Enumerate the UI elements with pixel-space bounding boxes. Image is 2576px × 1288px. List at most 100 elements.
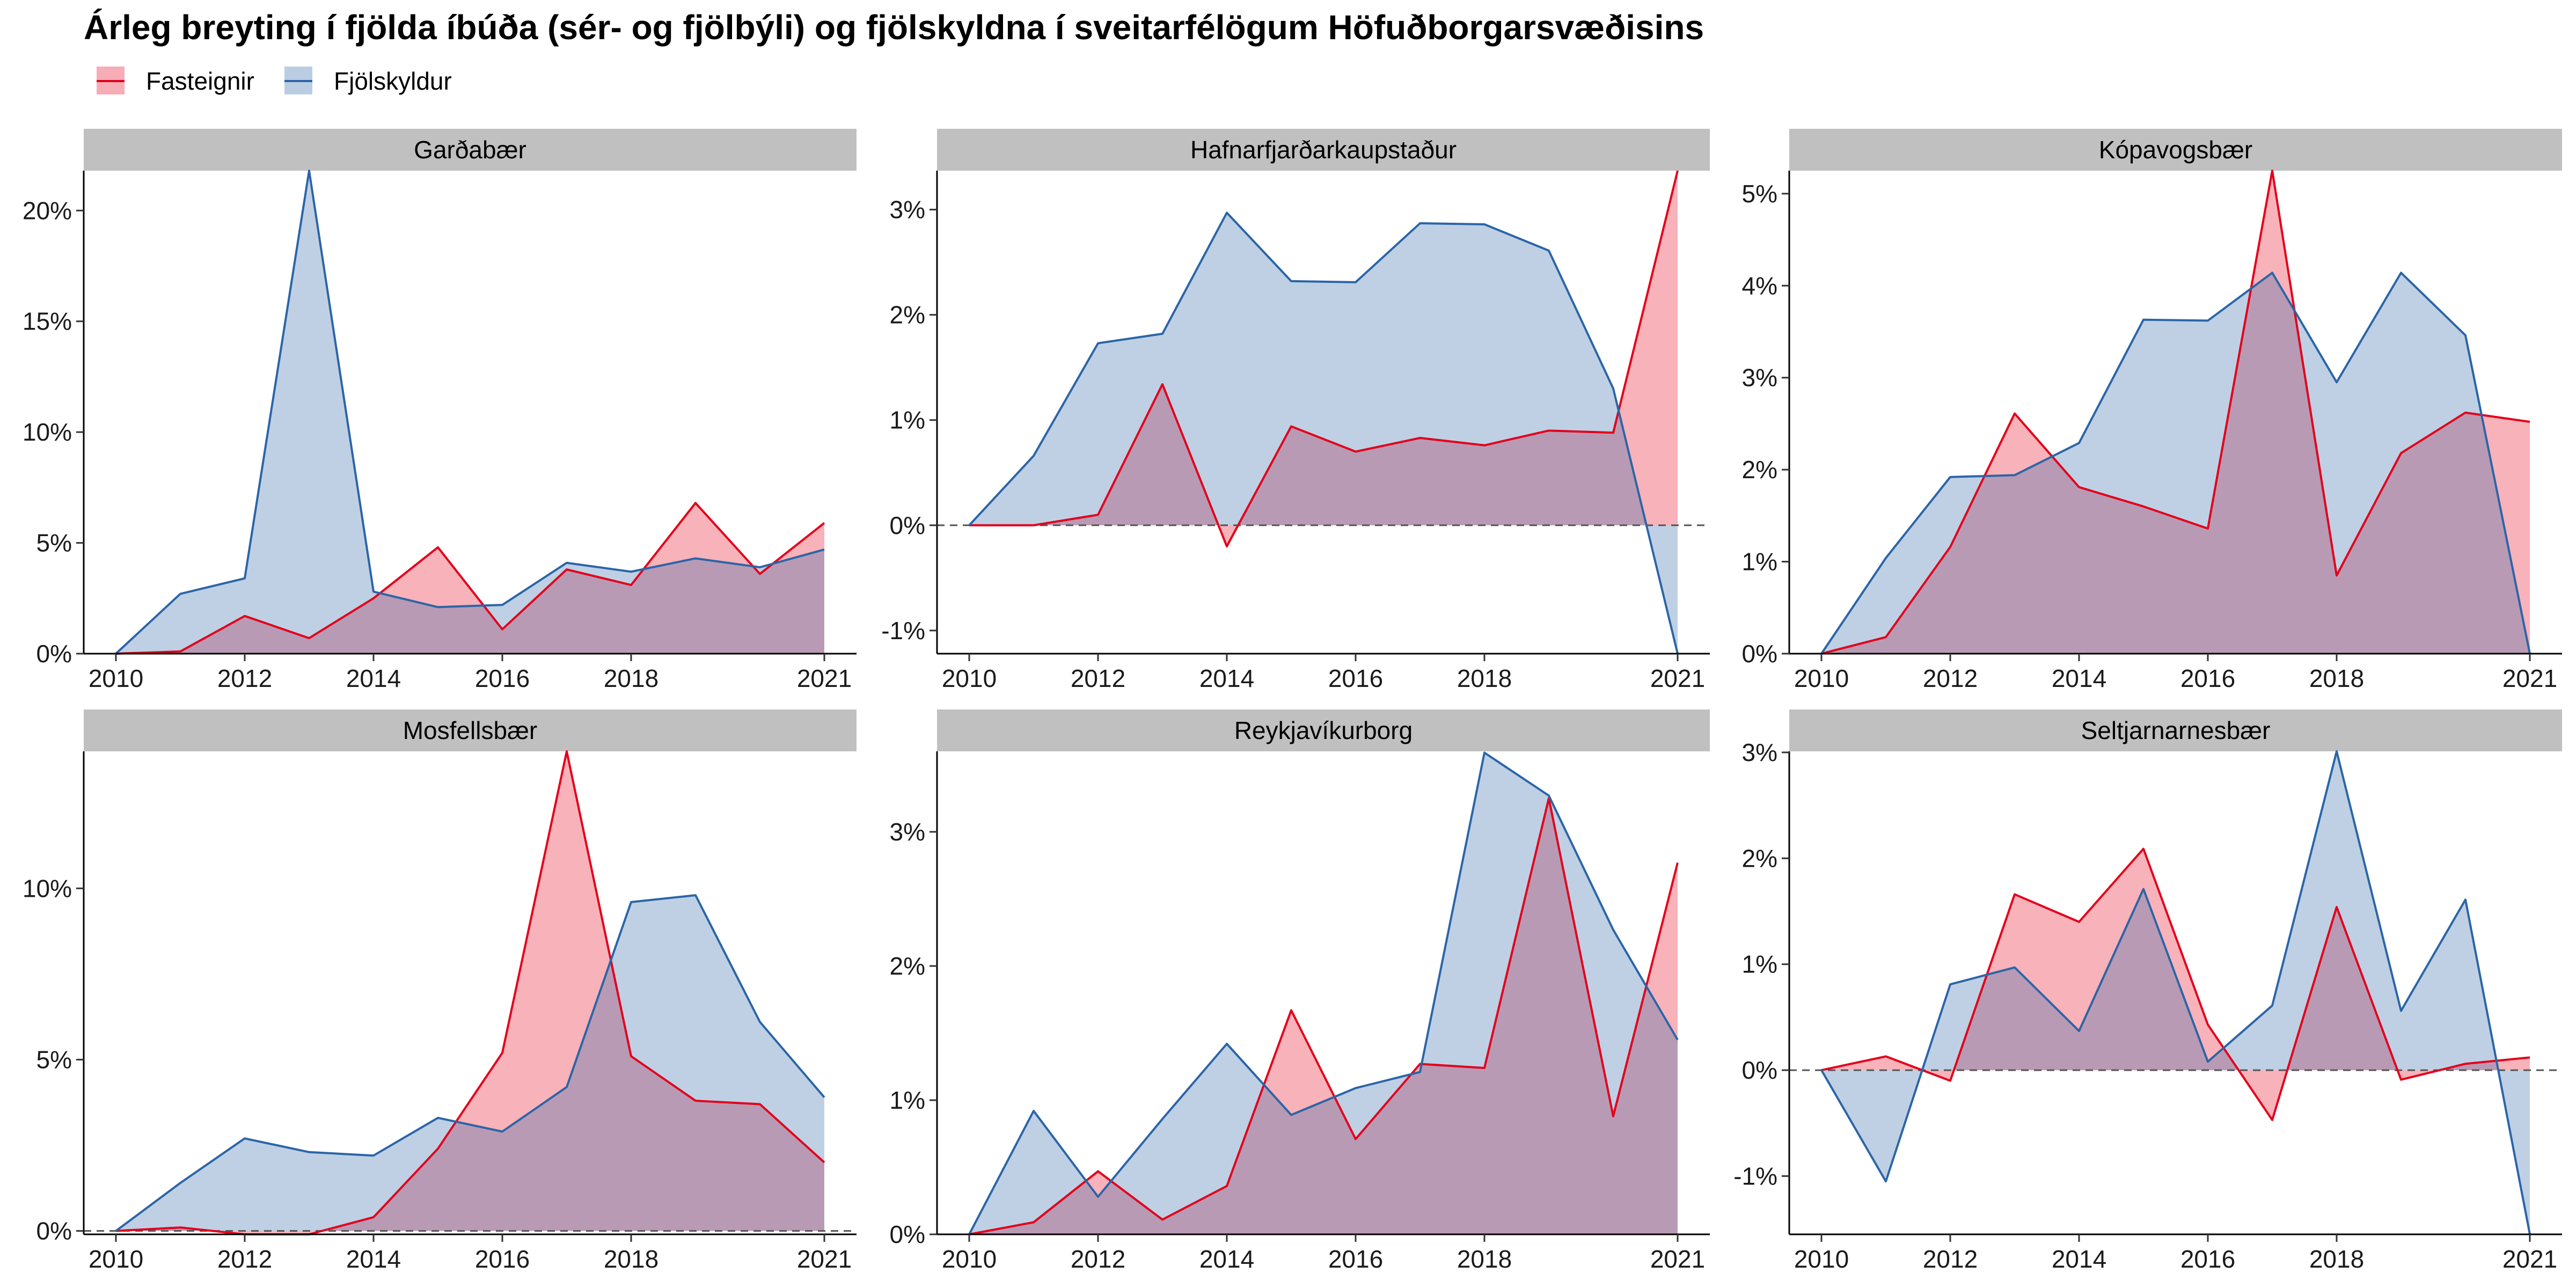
x-tick-label: 2014 xyxy=(2052,664,2106,692)
x-tick-label: 2010 xyxy=(942,1245,997,1273)
facet-strip: Kópavogsbær xyxy=(1789,129,2562,171)
x-tick-label: 2021 xyxy=(1650,664,1705,692)
fasteignir-area xyxy=(1821,848,2530,1120)
panel-gar-ab-r: Garðabær 0% 5% 10% 15% 20% 2010 2012 2014 2016 201… xyxy=(23,129,857,692)
y-tick-label: 1% xyxy=(1742,548,1777,576)
y-tick-label: 1% xyxy=(1742,950,1777,978)
fasteignir-area xyxy=(116,503,824,654)
x-tick-label: 2010 xyxy=(1794,1245,1849,1273)
y-tick-label: 0% xyxy=(1742,1056,1777,1084)
x-tick-label: 2014 xyxy=(346,664,401,692)
x-tick-label: 2010 xyxy=(89,664,143,692)
facet-strip: Mosfellsbær xyxy=(84,709,857,751)
y-tick-label: 3% xyxy=(1742,364,1777,392)
y-tick-label: 10% xyxy=(23,874,72,902)
y-tick-label: 4% xyxy=(1742,272,1777,299)
x-tick-label: 2021 xyxy=(797,664,852,692)
y-tick-label: 0% xyxy=(36,640,72,668)
x-tick-label: 2010 xyxy=(942,664,997,692)
x-tick-label: 2018 xyxy=(2309,1245,2364,1273)
facet-strip: Seltjarnarnesbær xyxy=(1789,709,2562,751)
y-tick-label: 2% xyxy=(1742,844,1777,872)
y-tick-label: 2% xyxy=(890,301,925,329)
facet-strip: Reykjavíkurborg xyxy=(937,709,1710,751)
fasteignir-area xyxy=(969,798,1678,1234)
fasteignir-line xyxy=(1821,170,2530,655)
y-tick-label: 0% xyxy=(36,1217,72,1245)
y-tick-label: 20% xyxy=(23,196,72,224)
x-tick-label: 2010 xyxy=(89,1245,143,1273)
legend-label-fasteignir: Fasteignir xyxy=(146,67,254,95)
x-tick-label: 2018 xyxy=(1457,664,1512,692)
x-tick-label: 2010 xyxy=(1794,664,1849,692)
fasteignir-line xyxy=(115,750,825,1235)
x-tick-label: 2012 xyxy=(1923,664,1978,692)
panel-ko-pavogsb-r: Kópavogsbær 0% 1% 2% 3% 4% 5% 2010 2012 2014 2016 2… xyxy=(1742,129,2562,692)
x-tick-label: 2012 xyxy=(217,1245,272,1273)
y-tick-label: 3% xyxy=(1742,738,1777,766)
x-tick-label: 2021 xyxy=(2502,1245,2557,1273)
panel-mosfellsb-r: Mosfellsbær 0% 5% 10% 2010 2012 2014 2016 2018 20… xyxy=(23,709,857,1273)
panel-seltjarnarnesb-r: Seltjarnarnesbær -1% 0% 1% 2% 3% 2010 2012 2014 2… xyxy=(1733,709,2562,1273)
fasteignir-line xyxy=(969,170,1679,547)
y-tick-label: 3% xyxy=(890,196,925,224)
x-tick-label: 2012 xyxy=(1923,1245,1978,1273)
x-tick-label: 2012 xyxy=(217,664,272,692)
fasteignir-line xyxy=(115,502,825,655)
x-tick-label: 2018 xyxy=(604,1245,658,1273)
fjolskyldur-area xyxy=(116,171,824,654)
y-tick-label: 0% xyxy=(890,511,925,539)
x-tick-label: 2018 xyxy=(2309,664,2364,692)
fasteignir-area xyxy=(969,171,1678,546)
x-tick-label: 2021 xyxy=(1650,1245,1705,1273)
x-tick-label: 2016 xyxy=(2180,1245,2235,1273)
fjolskyldur-line xyxy=(115,894,825,1232)
fjolskyldur-line xyxy=(968,211,1679,654)
x-tick-label: 2014 xyxy=(1199,664,1254,692)
panel-hafnarfjar-arkaupsta-ur: Hafnarfjarðarkaupstaður -1% 0% 1% 2% 3% 2010 20… xyxy=(881,129,1710,692)
fjolskyldur-area xyxy=(969,752,1678,1234)
chart-title: Árleg breyting í fjölda íbúða (sér- og f… xyxy=(84,8,1704,47)
fasteignir-line xyxy=(969,797,1679,1235)
legend-key-fasteignir xyxy=(97,67,125,94)
facet-strip: Hafnarfjarðarkaupstaður xyxy=(937,129,1710,171)
x-tick-label: 2014 xyxy=(1199,1245,1254,1273)
plot-area: 0% 5% 10% 15% 20% 2010 2012 2014 2016 2018 2021 xyxy=(23,170,857,692)
plot-area: -1% 0% 1% 2% 3% 2010 2012 2014 2016 2018 2021 xyxy=(881,170,1710,692)
x-tick-label: 2016 xyxy=(475,1245,530,1273)
x-tick-label: 2014 xyxy=(346,1245,401,1273)
y-tick-label: -1% xyxy=(1733,1162,1777,1190)
x-tick-label: 2016 xyxy=(475,664,530,692)
y-tick-label: 3% xyxy=(890,818,925,846)
y-tick-label: 10% xyxy=(23,418,72,446)
y-tick-label: 5% xyxy=(36,529,72,557)
plot-area: 0% 1% 2% 3% 4% 5% 2010 2012 2014 2016 2018 2021 xyxy=(1742,170,2562,692)
fjolskyldur-area xyxy=(1821,751,2530,1234)
y-tick-label: 5% xyxy=(1742,180,1777,208)
fasteignir-area xyxy=(1821,171,2530,654)
fjolskyldur-line xyxy=(968,751,1679,1235)
fjolskyldur-line xyxy=(1820,272,2531,655)
y-tick-label: 1% xyxy=(890,406,925,434)
y-tick-label: 0% xyxy=(1742,640,1777,668)
x-tick-label: 2016 xyxy=(2180,664,2235,692)
y-tick-label: -1% xyxy=(881,617,925,645)
x-tick-label: 2018 xyxy=(604,664,658,692)
plot-area: -1% 0% 1% 2% 3% 2010 2012 2014 2016 2018 2021 xyxy=(1733,738,2562,1273)
x-tick-label: 2014 xyxy=(2052,1245,2106,1273)
x-tick-label: 2016 xyxy=(1328,1245,1383,1273)
fjolskyldur-area xyxy=(116,895,824,1231)
y-tick-label: 5% xyxy=(36,1045,72,1073)
x-tick-label: 2021 xyxy=(797,1245,852,1273)
x-tick-label: 2016 xyxy=(1328,664,1383,692)
legend-label-fjolskyldur: Fjölskyldur xyxy=(334,67,452,95)
x-tick-label: 2012 xyxy=(1071,664,1125,692)
fjolskyldur-area xyxy=(969,213,1678,654)
panel-reykjavi-kurborg: Reykjavíkurborg 0% 1% 2% 3% 2010 2012 2014 2016 2… xyxy=(890,709,1710,1273)
fasteignir-area xyxy=(116,751,824,1234)
x-tick-label: 2012 xyxy=(1071,1245,1125,1273)
y-tick-label: 2% xyxy=(1742,456,1777,484)
y-tick-label: 1% xyxy=(890,1086,925,1114)
y-tick-label: 0% xyxy=(890,1220,925,1248)
x-tick-label: 2021 xyxy=(2502,664,2557,692)
